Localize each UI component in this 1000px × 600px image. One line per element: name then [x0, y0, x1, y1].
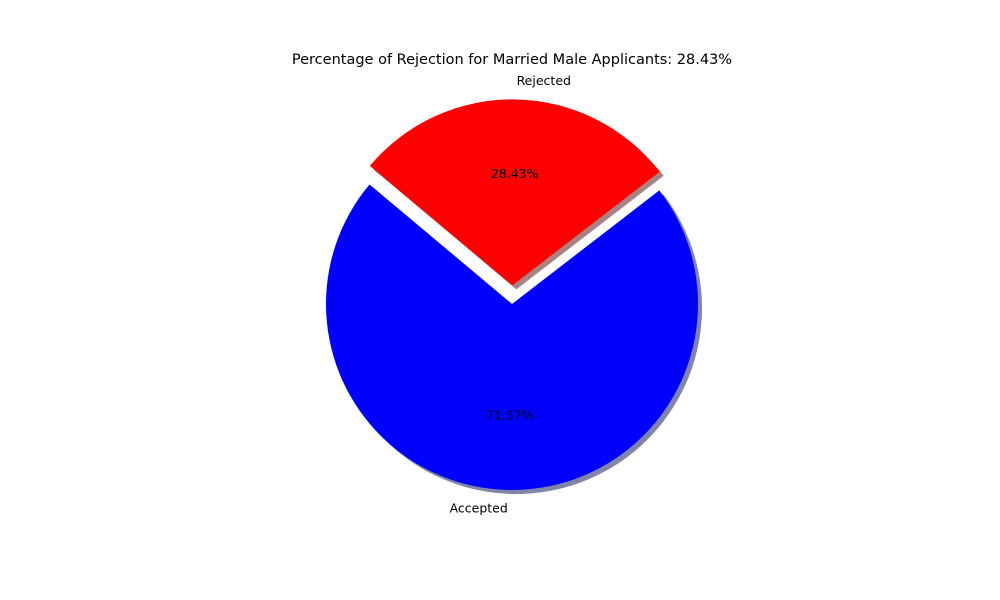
slice-percent-rejected: 28.43% — [491, 166, 539, 181]
chart-title: Percentage of Rejection for Married Male… — [292, 52, 732, 68]
pie-slice-rejected — [369, 99, 660, 286]
slice-percent-accepted: 71.57% — [486, 408, 534, 423]
slice-label-rejected: Rejected — [517, 73, 571, 88]
slice-label-accepted: Accepted — [450, 501, 508, 516]
slice-layer — [326, 99, 699, 490]
pie-slice-accepted — [326, 184, 699, 490]
label-layer: Accepted 71.57% Rejected 28.43% — [450, 73, 571, 516]
